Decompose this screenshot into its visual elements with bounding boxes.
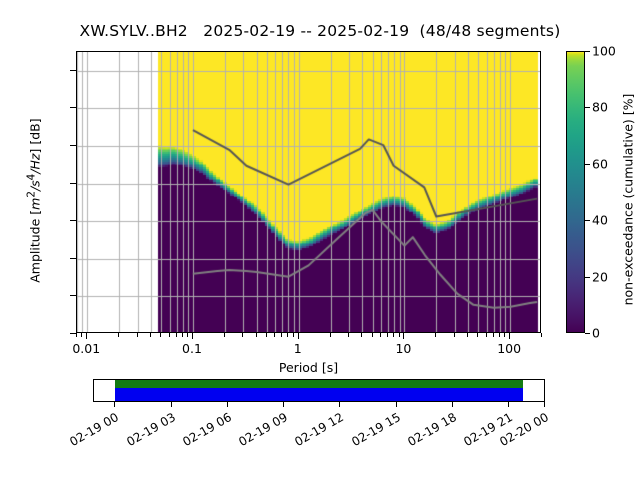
x-minor-tick [76, 333, 77, 337]
x-minor-tick [242, 333, 244, 337]
colorbar-tick-mark [585, 333, 590, 334]
coverage-tick-mark [508, 402, 510, 407]
colorbar-tick-label: 20 [592, 269, 608, 285]
x-axis-label: Period [s] [278, 360, 339, 375]
colorbar-tick-mark [585, 51, 590, 52]
x-minor-tick [187, 333, 189, 337]
colorbar-tick-mark [585, 163, 590, 165]
x-minor-tick [181, 333, 183, 337]
y-tick-mark [70, 69, 76, 71]
coverage-tick-mark [226, 402, 228, 407]
colorbar-tick-mark [585, 220, 590, 222]
coverage-tick-label: 02-19 00 [67, 410, 122, 450]
x-minor-tick [81, 333, 83, 337]
data-coverage-bar[interactable] [93, 379, 545, 402]
coverage-tick-mark [283, 402, 285, 407]
x-major-tick [191, 333, 193, 339]
x-minor-tick [477, 333, 479, 337]
x-tick-label: 0.1 [182, 341, 202, 356]
x-tick-label: 100 [497, 341, 522, 356]
data-coverage-blue [114, 387, 523, 401]
x-minor-tick [492, 333, 494, 337]
y-tick-mark [70, 220, 76, 222]
ppsd-plot-area[interactable] [76, 51, 541, 333]
coverage-tick-mark [114, 402, 116, 407]
x-minor-tick [265, 333, 267, 337]
x-major-tick [403, 333, 405, 339]
y-tick-mark [70, 182, 76, 184]
coverage-tick-label: 02-19 03 [123, 410, 178, 450]
x-minor-tick [435, 333, 437, 337]
x-minor-tick [467, 333, 469, 337]
x-minor-tick [387, 333, 389, 337]
y-axis-label: Amplitude [m2/s4/Hz] [dB] [25, 118, 43, 283]
coverage-tick-mark [395, 402, 397, 407]
x-minor-tick [160, 333, 162, 337]
x-minor-tick [292, 333, 294, 337]
colorbar-tick-mark [585, 107, 590, 109]
x-minor-tick [175, 333, 177, 337]
noise-model-curves [77, 52, 540, 332]
x-minor-tick [485, 333, 487, 337]
data-coverage-green [114, 380, 523, 388]
x-minor-tick [453, 333, 455, 337]
coverage-tick-label: 02-19 12 [292, 410, 347, 450]
colorbar-gradient [566, 51, 585, 333]
x-minor-tick [274, 333, 276, 337]
x-minor-tick [504, 333, 506, 337]
coverage-tick-label: 02-19 06 [180, 410, 234, 450]
x-minor-tick [348, 333, 350, 337]
x-minor-tick [398, 333, 400, 337]
coverage-tick-mark [170, 402, 172, 407]
x-minor-tick [371, 333, 373, 337]
x-minor-tick [393, 333, 395, 337]
x-minor-tick [255, 333, 257, 337]
x-minor-tick [149, 333, 151, 337]
x-minor-tick [223, 333, 225, 337]
x-minor-tick [118, 333, 120, 337]
x-minor-tick [361, 333, 363, 337]
x-minor-tick [541, 333, 542, 337]
y-tick-mark [70, 145, 76, 146]
colorbar-tick-label: 40 [592, 212, 608, 228]
colorbar-tick-label: 100 [592, 43, 616, 59]
y-tick-mark [70, 257, 76, 259]
colorbar-tick-label: 0 [592, 325, 600, 341]
x-major-tick [86, 333, 88, 339]
colorbar-tick-mark [585, 276, 590, 278]
x-minor-tick [498, 333, 500, 337]
colorbar-label: non-exceedance (cumulative) [%] [620, 93, 636, 306]
y-tick-mark [70, 333, 76, 334]
y-tick-mark [70, 295, 76, 297]
x-tick-label: 10 [395, 341, 412, 356]
colorbar-tick-label: 60 [592, 156, 608, 172]
y-tick-mark [70, 107, 76, 109]
colorbar-tick-label: 80 [592, 99, 608, 115]
x-minor-tick [168, 333, 170, 337]
x-minor-tick [287, 333, 289, 337]
figure-title: XW.SYLV..BH2 2025-02-19 -- 2025-02-19 (4… [79, 22, 561, 40]
x-minor-tick [281, 333, 283, 337]
x-minor-tick [329, 333, 331, 337]
x-tick-label: 1 [293, 341, 302, 356]
coverage-tick-mark [339, 402, 341, 407]
x-major-tick [509, 333, 511, 339]
coverage-tick-label: 02-19 09 [236, 410, 291, 450]
x-minor-tick [136, 333, 138, 337]
coverage-tick-label: 02-19 18 [405, 410, 459, 450]
x-minor-tick [379, 333, 381, 337]
coverage-tick-mark [451, 402, 453, 407]
coverage-tick-mark [544, 402, 545, 407]
x-tick-label: 0.01 [72, 341, 101, 356]
x-major-tick [297, 333, 299, 339]
coverage-tick-label: 02-19 15 [348, 410, 403, 450]
